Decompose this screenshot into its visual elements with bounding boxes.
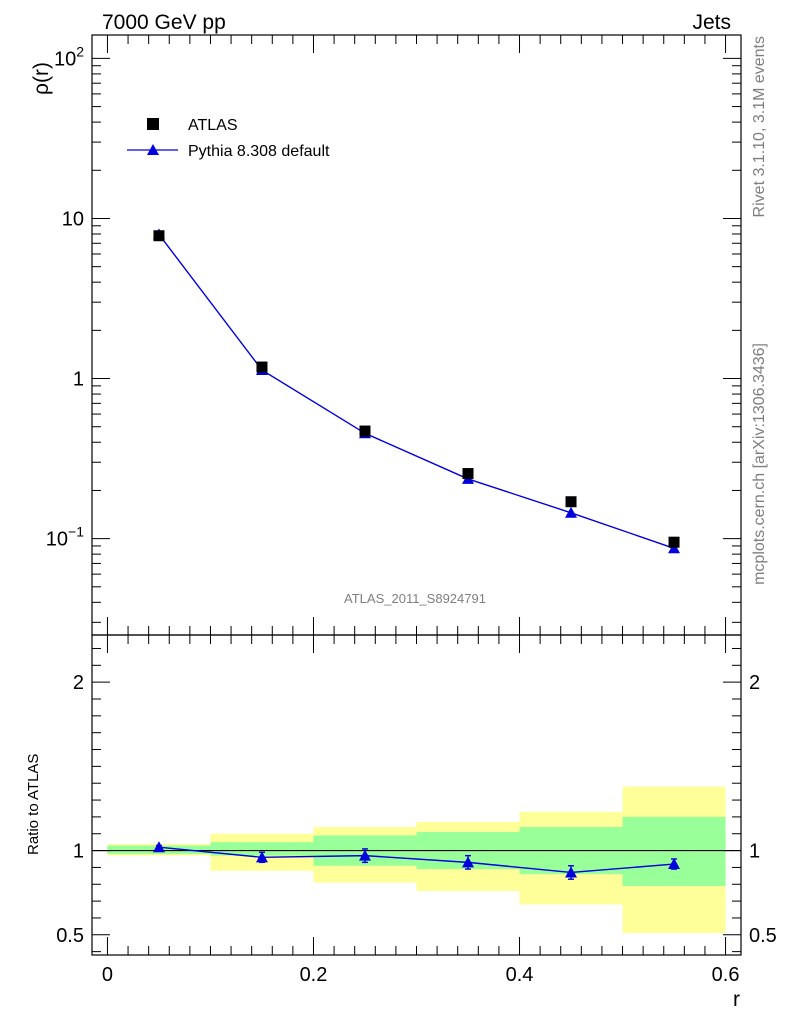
data-point bbox=[462, 468, 474, 480]
ratio-mc-series bbox=[152, 841, 681, 880]
main-ytick-label: 10−1 bbox=[46, 524, 84, 551]
ratio-y-axis-label: Ratio to ATLAS bbox=[25, 754, 42, 855]
ratio-ytick-label-right: 0.5 bbox=[749, 925, 777, 947]
inner-band-bin bbox=[622, 816, 726, 886]
ratio-mc-point bbox=[462, 856, 475, 868]
side-label-top: Rivet 3.1.10, 3.1M events bbox=[751, 36, 768, 217]
inner-band-bin bbox=[210, 842, 314, 856]
ratio-y-tick-labels: 0.5 0.5 1 1 2 2 bbox=[56, 672, 777, 947]
x-tick-label: 0.2 bbox=[300, 964, 328, 986]
mc-point bbox=[668, 542, 681, 554]
data-point bbox=[256, 361, 268, 373]
main-y-axis-label: ρ(r) bbox=[30, 62, 53, 95]
header-right: Jets bbox=[692, 11, 731, 34]
ratio-ytick-label-right: 1 bbox=[749, 841, 760, 863]
side-label-bottom: mcplots.cern.ch [arXiv:1306.3436] bbox=[751, 343, 768, 585]
data-point bbox=[668, 536, 680, 548]
legend-marker-mc bbox=[147, 144, 159, 155]
analysis-label: ATLAS_2011_S8924791 bbox=[344, 591, 486, 606]
ratio-mc-point bbox=[668, 858, 681, 870]
x-tick-label: 0 bbox=[102, 964, 113, 986]
ratio-mc-point bbox=[152, 841, 165, 853]
ratio-tick-marks bbox=[92, 635, 741, 955]
ratio-ytick-label-left: 2 bbox=[73, 672, 84, 694]
ratio-ytick-label-right: 2 bbox=[749, 672, 760, 694]
data-point bbox=[153, 230, 165, 242]
legend-label-atlas: ATLAS bbox=[188, 117, 238, 134]
x-axis-label: r bbox=[733, 988, 740, 1011]
ratio-mc-line bbox=[158, 846, 675, 874]
mc-line bbox=[158, 233, 675, 549]
main-ytick-label: 1 bbox=[73, 369, 84, 391]
ratio-panel: 0.5 0.5 1 1 2 2 0 0.2 0.4 0.6 Ratio to ATLAS r bbox=[25, 634, 777, 1011]
ratio-mc-point bbox=[358, 849, 371, 861]
header-left: 7000 GeV pp bbox=[102, 11, 226, 34]
ratio-mc-point bbox=[565, 866, 578, 878]
mc-point bbox=[565, 506, 578, 518]
ratio-frame bbox=[91, 634, 742, 956]
ratio-mc-point bbox=[255, 851, 268, 863]
ratio-ytick-label-left: 1 bbox=[73, 841, 84, 863]
data-point bbox=[565, 496, 577, 508]
main-panel: 10−1 1 10 102 ρ(r) ATLAS_2011_S8924791 bbox=[30, 34, 742, 636]
x-tick-label: 0.4 bbox=[506, 964, 534, 986]
legend-marker-atlas bbox=[147, 118, 159, 130]
main-tick-marks bbox=[92, 35, 741, 635]
x-tick-label: 0.6 bbox=[712, 964, 740, 986]
legend: ATLAS Pythia 8.308 default bbox=[127, 117, 330, 160]
legend-label-mc: Pythia 8.308 default bbox=[188, 143, 330, 160]
main-ytick-label: 10 bbox=[62, 208, 84, 230]
data-series bbox=[153, 230, 680, 548]
data-point bbox=[359, 425, 371, 437]
mc-series bbox=[152, 228, 681, 554]
x-tick-labels: 0 0.2 0.4 0.6 bbox=[102, 964, 740, 986]
main-y-tick-labels: 10−1 1 10 102 bbox=[46, 43, 84, 550]
main-ytick-label: 102 bbox=[54, 43, 84, 70]
ratio-ytick-label-left: 0.5 bbox=[56, 925, 84, 947]
